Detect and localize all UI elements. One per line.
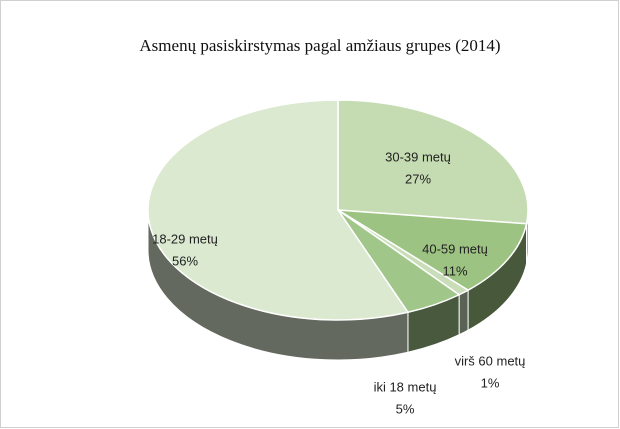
slice-label: virš 60 metų — [455, 353, 526, 368]
slice-value-label: 56% — [172, 253, 198, 268]
slice-value-label: 1% — [481, 375, 500, 390]
chart-title: Asmenų pasiskirstymas pagal amžiaus grup… — [139, 36, 500, 55]
slice-label: 40-59 metų — [422, 241, 488, 256]
slice-value-label: 11% — [442, 263, 467, 278]
slice — [337, 209, 528, 292]
slice-value-label: 5% — [396, 401, 415, 416]
slice-side — [458, 289, 469, 336]
slice — [337, 99, 529, 225]
slice-label: 30-39 metų — [385, 149, 451, 164]
slice-value-label: 27% — [405, 171, 431, 186]
slice — [147, 99, 410, 321]
slice-label: 18-29 metų — [152, 231, 218, 246]
slice-label: iki 18 metų — [374, 379, 437, 394]
